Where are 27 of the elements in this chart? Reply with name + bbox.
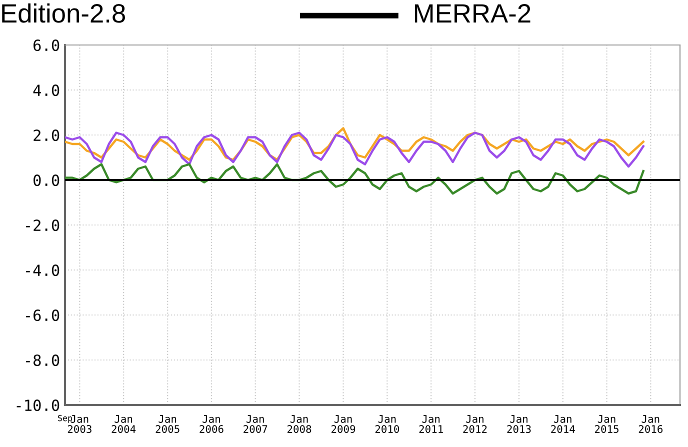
y-tick-label: -4.0 bbox=[26, 264, 60, 276]
y-tick-label: 6.0 bbox=[34, 40, 60, 52]
line-series bbox=[65, 163, 644, 195]
x-tick-label: Jan 2006 bbox=[200, 415, 224, 433]
x-tick-label: Jan 2004 bbox=[112, 415, 136, 433]
x-tick-label: Jan 2014 bbox=[551, 415, 575, 433]
y-tick-label: 4.0 bbox=[33, 84, 60, 96]
x-tick-label: Jan 2008 bbox=[287, 415, 312, 433]
x-tick-label: Jan 2013 bbox=[507, 415, 531, 433]
line-series bbox=[65, 127, 644, 161]
y-tick-label: -2.0 bbox=[26, 220, 60, 232]
x-tick-label: Jan 2015 bbox=[594, 415, 618, 433]
x-tick-label: Jan 2005 bbox=[156, 415, 180, 433]
x-tick-label: Jan 2016 bbox=[638, 415, 663, 433]
line-series bbox=[65, 132, 644, 168]
y-tick-label: 2.0 bbox=[34, 130, 60, 142]
x-tick-label: Jan 2010 bbox=[375, 415, 400, 433]
y-tick-label: -6.0 bbox=[26, 310, 60, 322]
x-tick-label: Jan 2011 bbox=[419, 415, 443, 433]
x-tick-label: Jan 2009 bbox=[332, 415, 356, 433]
x-tick-label: Jan 2007 bbox=[244, 415, 268, 433]
y-tick-label: 0.0 bbox=[34, 174, 60, 186]
y-tick-label: -10.0 bbox=[16, 400, 60, 412]
text: Edition-2.8 bbox=[2, 3, 126, 23]
y-tick-label: -8.0 bbox=[26, 354, 60, 366]
x-tick-label: Jan 2012 bbox=[463, 415, 487, 433]
text: MERRA-2 bbox=[414, 4, 530, 22]
